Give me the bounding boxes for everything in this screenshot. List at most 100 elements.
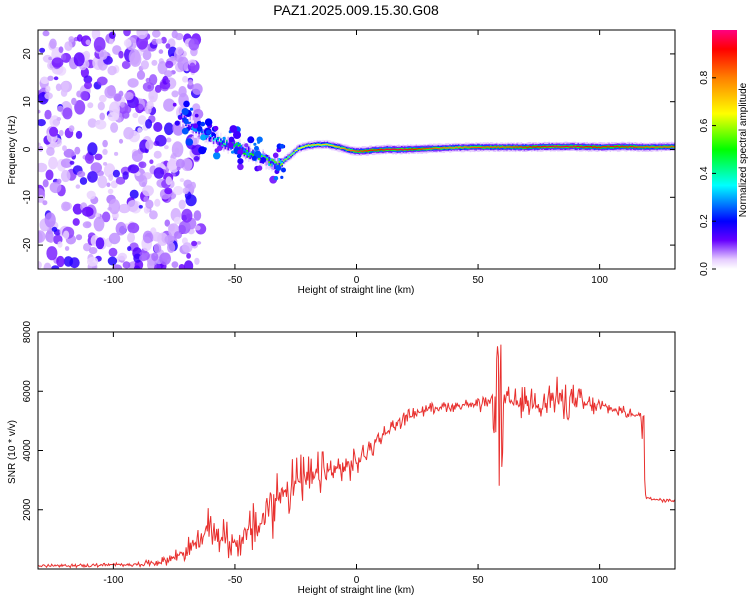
noise-blob <box>57 105 64 112</box>
ridge-cell <box>215 132 218 141</box>
ridge-cell <box>310 144 313 146</box>
noise-blob <box>142 185 154 197</box>
ridge-cell <box>242 146 244 153</box>
noise-blob <box>85 39 91 46</box>
ridge-cell <box>539 146 542 148</box>
noise-blob <box>174 231 182 239</box>
ridge-cell <box>439 148 441 150</box>
ridge-cell <box>382 149 384 151</box>
ridge-cell <box>485 146 488 148</box>
ridge-cell <box>598 146 600 148</box>
ridge-cell <box>361 150 364 153</box>
noise-blob <box>107 188 114 194</box>
noise-blob <box>44 212 56 228</box>
noise-blob <box>189 62 196 71</box>
ridge-cell <box>584 146 587 148</box>
ridge-cell <box>436 147 438 149</box>
ridge-cell <box>224 143 227 146</box>
ridge-cell <box>479 146 482 149</box>
ridge-cell <box>482 146 485 148</box>
ridge-cell <box>634 146 636 148</box>
ridge-cell <box>640 146 642 148</box>
ridge-cell <box>209 136 212 143</box>
noise-blob <box>61 54 67 61</box>
noise-blob <box>60 169 71 183</box>
ridge-blob <box>196 125 203 132</box>
ridge-blob <box>256 165 263 171</box>
ridge-cell <box>608 146 610 148</box>
noise-blob <box>173 185 184 196</box>
noise-blob <box>133 253 142 263</box>
ridge-cell <box>243 147 246 152</box>
noise-blob <box>123 30 131 37</box>
noise-blob <box>138 103 144 111</box>
noise-blob <box>142 82 155 92</box>
ridge-cell <box>609 146 612 149</box>
ridge-cell <box>218 136 221 139</box>
ridge-cell <box>558 146 561 148</box>
noise-blob <box>114 151 119 156</box>
ridge-blob <box>174 120 180 126</box>
noise-blob <box>61 201 71 212</box>
noise-blob <box>123 127 134 140</box>
noise-blob <box>45 169 54 181</box>
spectrogram-y-tick-label: -10 <box>22 190 33 205</box>
noise-blob <box>42 200 48 206</box>
ridge-cell <box>269 159 272 165</box>
snr-x-tick-label: -50 <box>228 575 243 586</box>
ridge-cell <box>325 143 327 145</box>
ridge-cell <box>379 149 381 151</box>
noise-blob <box>74 146 81 155</box>
ridge-cell <box>217 139 219 142</box>
noise-blob <box>104 85 116 99</box>
noise-blob <box>102 139 108 148</box>
ridge-cell <box>425 147 428 149</box>
ridge-cell <box>227 136 229 146</box>
ridge-cell <box>329 143 332 147</box>
noise-blob <box>103 162 108 166</box>
ridge-cell <box>246 150 248 152</box>
ridge-cell <box>455 146 457 148</box>
ridge-cell <box>605 146 607 148</box>
ridge-cell <box>191 116 193 129</box>
ridge-blob <box>228 136 235 143</box>
noise-blob <box>38 119 46 127</box>
ridge-cell <box>446 147 448 150</box>
ridge-cell <box>202 131 205 134</box>
ridge-blob <box>254 150 262 158</box>
ridge-cell <box>577 145 580 147</box>
ridge-cell <box>619 146 622 148</box>
noise-blob <box>193 156 200 161</box>
spectrogram-xlabel: Height of straight line (km) <box>298 285 415 296</box>
snr-y-tick-label: 8000 <box>22 320 33 343</box>
ridge-cell <box>411 148 413 150</box>
noise-blob <box>110 122 119 133</box>
ridge-cell <box>332 145 335 147</box>
noise-blob <box>117 252 128 261</box>
noise-blob <box>87 256 99 267</box>
noise-blob <box>108 198 121 215</box>
ridge-cell <box>612 145 615 148</box>
ridge-cell <box>562 146 565 148</box>
ridge-blob <box>183 100 190 108</box>
ridge-cell <box>279 160 282 164</box>
ridge-cell <box>352 149 355 152</box>
ridge-cell <box>506 146 508 148</box>
noise-blob <box>127 232 135 243</box>
ridge-cell <box>649 146 651 148</box>
noise-blob <box>46 146 55 156</box>
noise-blob <box>63 256 74 267</box>
ridge-cell <box>490 145 492 148</box>
ridge-cell <box>357 151 359 153</box>
ridge-cell <box>287 155 289 159</box>
ridge-cell <box>498 146 501 149</box>
noise-blob <box>57 241 63 248</box>
ridge-cell <box>513 145 515 148</box>
ridge-cell <box>535 145 537 148</box>
ridge-cell <box>478 145 480 148</box>
ridge-cell <box>272 159 275 162</box>
ridge-cell <box>274 161 276 163</box>
ridge-cell <box>336 146 339 148</box>
ridge-cell <box>452 147 454 149</box>
ridge-cell <box>284 159 286 161</box>
